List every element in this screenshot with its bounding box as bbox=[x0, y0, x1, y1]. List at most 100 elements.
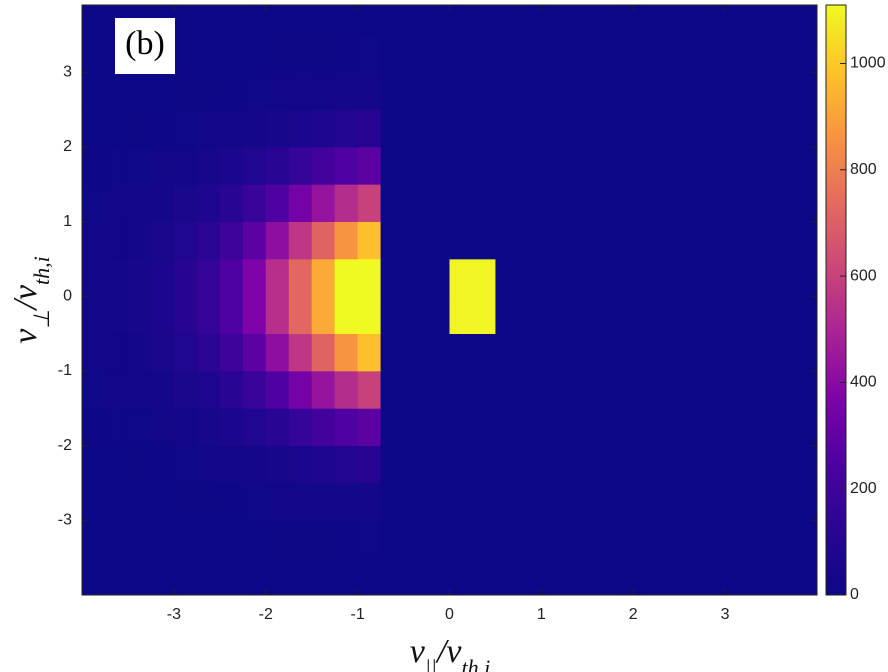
heatmap-cell bbox=[472, 520, 496, 559]
heatmap-cell bbox=[794, 520, 817, 559]
heatmap-cell bbox=[518, 146, 542, 185]
y-tick-label: -1 bbox=[58, 362, 72, 379]
y-tick-label: 1 bbox=[63, 213, 72, 230]
heatmap-cell bbox=[426, 109, 450, 148]
annotation-box bbox=[115, 18, 175, 74]
heatmap-cell bbox=[173, 184, 198, 222]
heatmap-cell bbox=[587, 221, 611, 260]
x-tick-label: 3 bbox=[721, 606, 730, 623]
heatmap-cell bbox=[357, 370, 381, 409]
heatmap-cell bbox=[265, 184, 290, 222]
heatmap-cell bbox=[242, 482, 267, 521]
heatmap-cell bbox=[771, 445, 795, 484]
heatmap-cell bbox=[564, 109, 588, 148]
heatmap-cell bbox=[587, 109, 611, 148]
heatmap-cell bbox=[633, 557, 657, 595]
heatmap-cell bbox=[587, 370, 611, 409]
heatmap-cell bbox=[518, 5, 542, 36]
heatmap-cell bbox=[311, 34, 336, 73]
heatmap-cell bbox=[334, 146, 359, 185]
heatmap-cell bbox=[725, 370, 749, 409]
heatmap-cell bbox=[127, 408, 152, 447]
heatmap-cell bbox=[288, 296, 313, 335]
heatmap-cell bbox=[794, 5, 817, 36]
heatmap-cell bbox=[288, 333, 313, 372]
colorbar-tick-label: 0 bbox=[850, 586, 859, 603]
heatmap-cell bbox=[173, 5, 198, 36]
heatmap-cell bbox=[357, 333, 381, 372]
heatmap-cell bbox=[288, 557, 313, 595]
heatmap-cell bbox=[495, 333, 519, 372]
heatmap-cell bbox=[748, 109, 772, 148]
heatmap-cell bbox=[403, 482, 427, 521]
heatmap-cell bbox=[633, 445, 657, 484]
heatmap-cell bbox=[380, 557, 404, 595]
heatmap-cell bbox=[610, 258, 634, 297]
heatmap-cell bbox=[104, 221, 129, 260]
heatmap-cell bbox=[82, 370, 106, 409]
heatmap-cell bbox=[610, 557, 634, 595]
heatmap-cell bbox=[104, 258, 129, 297]
heatmap-cell bbox=[426, 5, 450, 36]
heatmap-cell bbox=[426, 520, 450, 559]
heatmap-cell bbox=[679, 557, 703, 595]
heatmap-cell bbox=[242, 34, 267, 73]
heatmap-cell bbox=[173, 445, 198, 484]
heatmap-cell bbox=[518, 258, 542, 297]
heatmap-cell bbox=[334, 221, 359, 260]
heatmap-cell bbox=[541, 184, 565, 222]
heatmap-cell bbox=[219, 408, 244, 447]
heatmap-cell bbox=[725, 221, 749, 260]
heatmap-cell bbox=[380, 258, 404, 297]
heatmap-cell bbox=[219, 34, 244, 73]
label-part: /v bbox=[435, 633, 462, 670]
heatmap-cell bbox=[748, 5, 772, 36]
heatmap-cell bbox=[472, 482, 496, 521]
heatmap-cell bbox=[633, 333, 657, 372]
heatmap-cell bbox=[495, 5, 519, 36]
heatmap-cell bbox=[702, 258, 726, 297]
heatmap-cell bbox=[472, 258, 496, 297]
heatmap-cell bbox=[403, 557, 427, 595]
heatmap-cell bbox=[150, 370, 175, 409]
heatmap-cell bbox=[587, 5, 611, 36]
heatmap-cell bbox=[219, 258, 244, 297]
heatmap-cell bbox=[472, 557, 496, 595]
heatmap-cell bbox=[794, 408, 817, 447]
heatmap-cell bbox=[380, 520, 404, 559]
heatmap-cell bbox=[679, 296, 703, 335]
heatmap-cell bbox=[794, 34, 817, 73]
heatmap-cell bbox=[587, 557, 611, 595]
heatmap-cell bbox=[518, 445, 542, 484]
heatmap-cell bbox=[173, 221, 198, 260]
heatmap-cell bbox=[748, 333, 772, 372]
heatmap-cell bbox=[541, 296, 565, 335]
heatmap-cell bbox=[334, 408, 359, 447]
heatmap-cell bbox=[656, 333, 680, 372]
heatmap-cell bbox=[150, 333, 175, 372]
heatmap-cell bbox=[265, 482, 290, 521]
heatmap-cell bbox=[702, 146, 726, 185]
heatmap-cell bbox=[380, 221, 404, 260]
heatmap-cell bbox=[794, 72, 817, 110]
heatmap-cell bbox=[771, 72, 795, 110]
heatmap-cell bbox=[748, 445, 772, 484]
heatmap-cell bbox=[334, 296, 359, 335]
heatmap-cell bbox=[357, 184, 381, 222]
heatmap-cell bbox=[518, 184, 542, 222]
heatmap-cell bbox=[771, 482, 795, 521]
heatmap-cell bbox=[311, 482, 336, 521]
heatmap-cell bbox=[633, 482, 657, 521]
heatmap-cell bbox=[587, 520, 611, 559]
heatmap-cell bbox=[334, 258, 359, 297]
heatmap-cell bbox=[702, 5, 726, 36]
heatmap-cell bbox=[679, 109, 703, 148]
heatmap-cell bbox=[242, 408, 267, 447]
heatmap-cell bbox=[541, 445, 565, 484]
heatmap-cell bbox=[518, 296, 542, 335]
heatmap-cell bbox=[219, 184, 244, 222]
heatmap-cell bbox=[426, 221, 450, 260]
heatmap-cell bbox=[82, 184, 106, 222]
heatmap-cell bbox=[173, 109, 198, 148]
heatmap-cell bbox=[196, 333, 221, 372]
